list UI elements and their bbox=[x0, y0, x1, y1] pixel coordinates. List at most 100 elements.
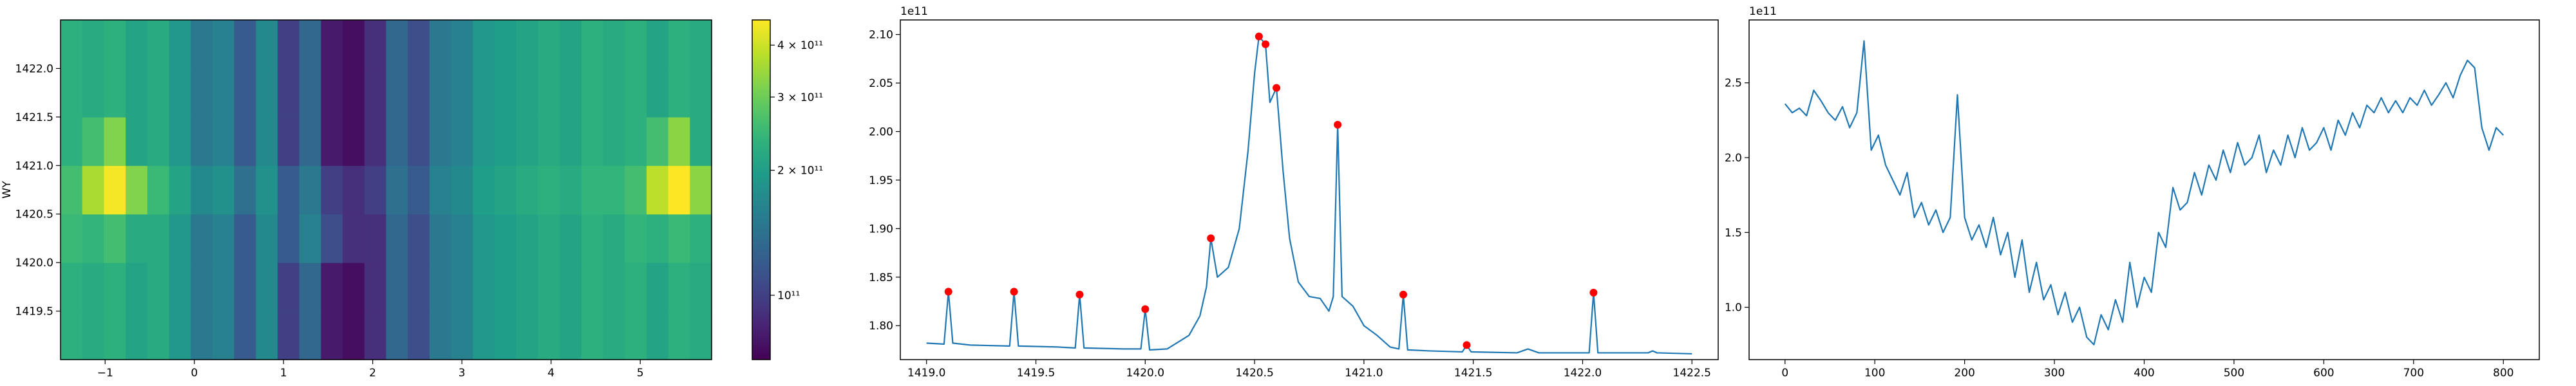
heat-cell bbox=[234, 68, 256, 118]
heat-cell bbox=[516, 214, 538, 263]
heat-cell bbox=[429, 311, 452, 360]
x-tick-label: 100 bbox=[1864, 367, 1885, 380]
heat-cell bbox=[299, 116, 321, 166]
heat-cell bbox=[646, 20, 669, 69]
heat-cell bbox=[299, 262, 321, 312]
heat-cell bbox=[473, 165, 495, 215]
x-tick-label: 3 bbox=[459, 367, 466, 380]
heat-cell bbox=[668, 262, 690, 312]
x-tick-label: 0 bbox=[191, 367, 198, 380]
heat-cell bbox=[364, 68, 387, 118]
heat-cell bbox=[364, 214, 387, 263]
peak-point bbox=[1399, 290, 1408, 299]
heat-cell bbox=[646, 214, 669, 263]
heat-cell bbox=[516, 165, 538, 215]
heat-cell bbox=[61, 165, 83, 215]
heat-cell bbox=[495, 20, 517, 69]
x-tick-label: 1421.5 bbox=[1454, 367, 1492, 380]
heat-cell bbox=[364, 311, 387, 360]
heat-cell bbox=[234, 116, 256, 166]
heat-cell bbox=[126, 68, 148, 118]
heat-cell bbox=[581, 68, 604, 118]
heat-cell bbox=[560, 68, 582, 118]
heat-cell bbox=[516, 116, 538, 166]
heat-cell bbox=[104, 20, 126, 69]
heat-cell bbox=[82, 116, 104, 166]
heat-cell bbox=[386, 262, 408, 312]
colorbar-tick-label: 10¹¹ bbox=[777, 290, 800, 302]
heat-cell bbox=[495, 116, 517, 166]
heat-cell bbox=[256, 116, 278, 166]
heat-cell bbox=[429, 20, 452, 69]
heat-cell bbox=[386, 214, 408, 263]
heat-cell bbox=[191, 214, 213, 263]
peak-point bbox=[1334, 120, 1342, 129]
heat-cell bbox=[581, 214, 604, 263]
heat-cell bbox=[104, 214, 126, 263]
heat-cell bbox=[104, 68, 126, 118]
heat-cell bbox=[256, 311, 278, 360]
y-tick-label: 1420.0 bbox=[15, 257, 53, 270]
heat-cell bbox=[603, 262, 625, 312]
heat-cell bbox=[429, 116, 452, 166]
heat-cell bbox=[169, 165, 191, 215]
heat-cell bbox=[61, 311, 83, 360]
x-tick-label: −1 bbox=[97, 367, 113, 380]
heat-cell bbox=[668, 165, 690, 215]
heat-cell bbox=[495, 214, 517, 263]
heat-cell bbox=[408, 20, 430, 69]
heat-cell bbox=[234, 165, 256, 215]
heat-cell bbox=[278, 20, 300, 69]
heat-cell bbox=[451, 68, 473, 118]
heat-cell bbox=[234, 262, 256, 312]
heat-cell bbox=[560, 262, 582, 312]
heat-cell bbox=[646, 311, 669, 360]
heat-cell bbox=[386, 311, 408, 360]
heat-cell bbox=[212, 165, 235, 215]
heat-cell bbox=[104, 262, 126, 312]
heat-cell bbox=[538, 214, 560, 263]
heat-cell bbox=[169, 20, 191, 69]
heat-cell bbox=[386, 20, 408, 69]
heat-cell bbox=[516, 68, 538, 118]
heat-cell bbox=[560, 116, 582, 166]
peak-point bbox=[1463, 341, 1471, 349]
x-tick-label: 0 bbox=[1781, 367, 1788, 380]
x-tick-label: 800 bbox=[2493, 367, 2514, 380]
heat-cell bbox=[560, 214, 582, 263]
y-tick-label: 1420.5 bbox=[15, 208, 53, 221]
heat-cell bbox=[191, 116, 213, 166]
heat-cell bbox=[343, 311, 365, 360]
heat-cell bbox=[212, 20, 235, 69]
heat-cell bbox=[668, 116, 690, 166]
heat-cell bbox=[560, 20, 582, 69]
peak-point bbox=[1075, 290, 1084, 299]
heat-cell bbox=[495, 68, 517, 118]
heat-cell bbox=[234, 214, 256, 263]
heat-cell bbox=[147, 165, 170, 215]
heat-cell bbox=[495, 262, 517, 312]
heat-cell bbox=[278, 68, 300, 118]
heat-cell bbox=[147, 68, 170, 118]
y-tick-label: 1421.0 bbox=[15, 160, 53, 172]
heat-cell bbox=[299, 214, 321, 263]
x-tick-label: 1421.0 bbox=[1345, 367, 1383, 380]
heat-cell bbox=[538, 165, 560, 215]
heat-cell bbox=[321, 311, 343, 360]
heat-cell bbox=[451, 214, 473, 263]
heat-cell bbox=[516, 262, 538, 312]
heat-cell bbox=[386, 68, 408, 118]
heat-cell bbox=[690, 214, 712, 263]
heat-cell bbox=[126, 262, 148, 312]
heat-cell bbox=[256, 20, 278, 69]
heat-cell bbox=[603, 165, 625, 215]
heat-cell bbox=[408, 262, 430, 312]
heat-cell bbox=[364, 20, 387, 69]
heat-cell bbox=[299, 68, 321, 118]
peak-point bbox=[1207, 234, 1215, 243]
axes-frame bbox=[900, 19, 1719, 360]
heat-cell bbox=[256, 214, 278, 263]
heat-cell bbox=[147, 311, 170, 360]
axes-frame bbox=[60, 19, 712, 360]
heat-cell bbox=[386, 165, 408, 215]
